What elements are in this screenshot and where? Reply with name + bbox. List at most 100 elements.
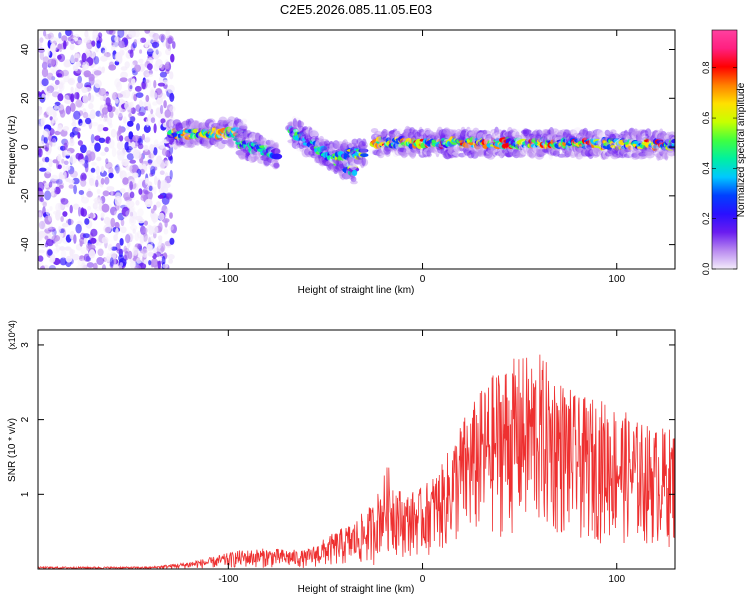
noise-speckle	[151, 41, 160, 49]
noise-speckle	[148, 31, 156, 38]
noise-speckle	[119, 262, 124, 267]
ridge-halo	[178, 137, 187, 146]
ridge-halo	[191, 121, 198, 127]
noise-speckle	[153, 147, 158, 156]
noise-speckle	[40, 265, 45, 269]
noise-speckle	[118, 41, 126, 49]
noise-speckle	[153, 166, 158, 171]
noise-speckle	[82, 174, 87, 180]
noise-speckle	[38, 106, 43, 116]
y-multiplier-label: (x10^4)	[7, 320, 17, 350]
noise-speckle	[70, 54, 76, 64]
noise-speckle	[115, 108, 119, 116]
noise-speckle	[151, 225, 159, 234]
noise-speckle	[165, 208, 171, 216]
noise-speckle	[84, 218, 90, 225]
noise-speckle	[109, 257, 114, 267]
noise-speckle	[65, 30, 72, 37]
noise-speckle	[38, 47, 45, 53]
noise-speckle	[144, 177, 149, 185]
noise-speckle	[69, 204, 73, 214]
top-y-tick-label: 0	[20, 144, 31, 150]
noise-speckle	[138, 137, 142, 143]
noise-speckle	[163, 100, 167, 109]
noise-speckle	[116, 248, 124, 254]
noise-speckle	[83, 253, 91, 262]
noise-speckle	[79, 122, 87, 128]
chart-title: C2E5.2026.085.11.05.E03	[280, 2, 432, 17]
noise-speckle	[83, 70, 92, 77]
noise-speckle	[67, 77, 76, 86]
noise-speckle	[165, 48, 172, 56]
noise-speckle	[111, 147, 117, 158]
noise-speckle	[153, 247, 157, 253]
bottom-y-tick-label: 1	[20, 491, 31, 497]
noise-speckle	[162, 122, 169, 128]
noise-speckle	[77, 258, 84, 266]
noise-speckle	[47, 49, 51, 56]
noise-speckle	[50, 174, 59, 182]
ridge-halo	[188, 121, 196, 130]
noise-speckle	[147, 113, 156, 122]
noise-speckle	[75, 99, 83, 108]
noise-speckle	[152, 101, 158, 106]
noise-speckle	[168, 116, 175, 121]
noise-speckle	[93, 56, 100, 65]
noise-speckle	[105, 158, 109, 165]
noise-speckle	[164, 172, 169, 179]
noise-speckle	[100, 55, 108, 62]
noise-speckle	[45, 238, 54, 247]
noise-speckle	[127, 120, 134, 127]
noise-speckle	[169, 71, 174, 80]
noise-speckle	[145, 78, 152, 89]
noise-speckle	[57, 43, 62, 50]
noise-speckle	[62, 211, 68, 217]
noise-speckle	[147, 159, 153, 164]
noise-speckle	[150, 235, 154, 245]
noise-speckle	[54, 79, 60, 86]
noise-speckle	[148, 185, 153, 191]
noise-speckle	[48, 181, 53, 188]
noise-speckle	[150, 168, 156, 177]
noise-speckle	[71, 253, 80, 261]
noise-speckle	[150, 165, 156, 175]
noise-speckle	[100, 151, 107, 156]
ridge-halo	[169, 139, 174, 145]
noise-speckle	[91, 35, 100, 41]
noise-speckle	[116, 141, 124, 151]
noise-speckle	[93, 182, 101, 187]
noise-speckle	[55, 178, 63, 185]
noise-speckle	[129, 224, 138, 231]
noise-speckle	[135, 200, 140, 206]
noise-speckle	[136, 38, 142, 45]
noise-speckle	[59, 232, 64, 238]
noise-speckle	[147, 251, 154, 257]
noise-speckle	[163, 228, 169, 235]
noise-speckle	[157, 179, 161, 190]
noise-speckle	[106, 186, 115, 191]
noise-speckle	[55, 209, 62, 217]
bottom-y-tick-label: 2	[20, 416, 31, 422]
ridge-halo	[174, 140, 182, 146]
noise-speckle	[113, 264, 119, 269]
noise-speckle	[38, 255, 44, 262]
noise-speckle	[46, 90, 52, 97]
noise-speckle	[162, 263, 169, 269]
noise-speckle	[53, 104, 58, 110]
ridge-halo	[170, 119, 181, 129]
noise-speckle	[159, 181, 167, 190]
noise-speckle	[124, 196, 133, 202]
noise-speckle	[62, 126, 70, 132]
ridge-halo	[168, 119, 177, 130]
ridge-halo	[181, 120, 190, 130]
noise-speckle	[137, 243, 142, 250]
noise-speckle	[106, 52, 114, 61]
noise-speckle	[38, 146, 42, 156]
noise-speckle	[139, 249, 148, 254]
noise-speckle	[82, 94, 89, 104]
noise-speckle	[138, 188, 143, 195]
noise-speckle	[45, 209, 50, 216]
top-x-tick-label: -100	[218, 274, 238, 285]
noise-speckle	[55, 245, 61, 252]
noise-speckle	[168, 225, 174, 231]
